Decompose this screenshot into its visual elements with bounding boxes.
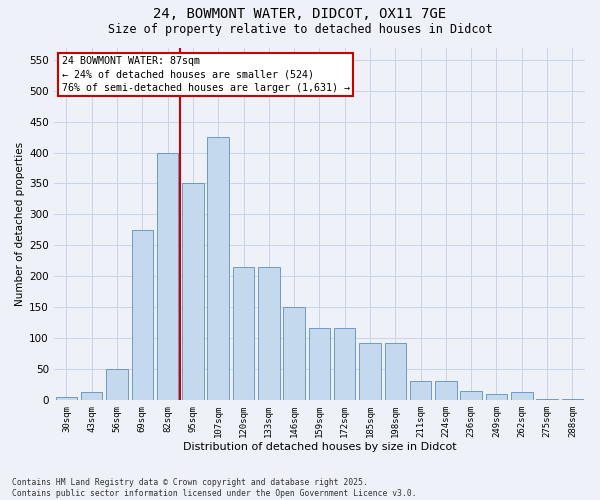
Bar <box>182 184 203 400</box>
Bar <box>208 137 229 400</box>
Y-axis label: Number of detached properties: Number of detached properties <box>15 142 25 306</box>
Bar <box>131 230 153 400</box>
Bar <box>359 343 381 400</box>
Bar <box>486 394 507 400</box>
Bar <box>562 398 583 400</box>
Bar <box>334 328 355 400</box>
Bar <box>385 343 406 400</box>
Text: Contains HM Land Registry data © Crown copyright and database right 2025.
Contai: Contains HM Land Registry data © Crown c… <box>12 478 416 498</box>
Bar <box>81 392 103 400</box>
Bar <box>435 382 457 400</box>
Bar <box>56 396 77 400</box>
Bar <box>410 382 431 400</box>
Bar <box>511 392 533 400</box>
Bar <box>308 328 330 400</box>
Bar <box>233 267 254 400</box>
Bar <box>258 267 280 400</box>
Text: 24, BOWMONT WATER, DIDCOT, OX11 7GE: 24, BOWMONT WATER, DIDCOT, OX11 7GE <box>154 8 446 22</box>
Bar <box>157 152 178 400</box>
Bar <box>536 398 558 400</box>
Bar <box>106 369 128 400</box>
Text: 24 BOWMONT WATER: 87sqm
← 24% of detached houses are smaller (524)
76% of semi-d: 24 BOWMONT WATER: 87sqm ← 24% of detache… <box>62 56 350 92</box>
Text: Size of property relative to detached houses in Didcot: Size of property relative to detached ho… <box>107 22 493 36</box>
Bar <box>460 390 482 400</box>
X-axis label: Distribution of detached houses by size in Didcot: Distribution of detached houses by size … <box>182 442 456 452</box>
Bar <box>283 307 305 400</box>
